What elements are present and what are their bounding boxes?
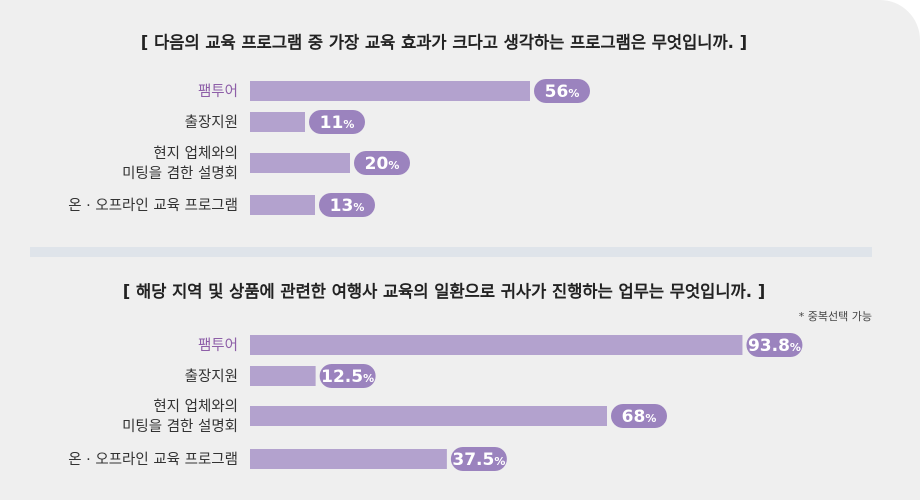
bar [250, 366, 316, 386]
data-label: 13% [330, 196, 365, 216]
chart-title: [ 다음의 교육 프로그램 중 가장 교육 효과가 크다고 생각하는 프로그램은… [141, 33, 747, 52]
category-label: 팸투어 [198, 337, 238, 354]
bar [250, 153, 350, 173]
category-label: 온 · 오프라인 교육 프로그램 [68, 197, 238, 214]
bar [250, 335, 743, 355]
category-label: 현지 업체와의 미팅을 겸한 설명회 [122, 398, 238, 435]
bar [250, 406, 607, 426]
data-label: 56% [545, 82, 580, 102]
bar [250, 195, 315, 215]
category-label: 팸투어 [198, 83, 238, 100]
section-divider [30, 247, 872, 257]
data-label: 68% [622, 407, 657, 427]
category-label: 현지 업체와의 미팅을 겸한 설명회 [122, 145, 238, 182]
category-label: 온 · 오프라인 교육 프로그램 [68, 451, 238, 468]
value-pill [746, 333, 803, 357]
value-pill [450, 447, 507, 471]
value-pill [319, 364, 376, 388]
multi-select-note: * 중복선택 가능 [799, 310, 872, 323]
value-pill [309, 110, 365, 134]
category-label: 출장지원 [185, 114, 238, 131]
value-pill [319, 193, 375, 217]
data-label: 12.5% [321, 367, 374, 387]
category-label: 출장지원 [185, 368, 238, 385]
data-label: 20% [365, 154, 400, 174]
bar [250, 449, 447, 469]
data-label: 93.8% [748, 336, 801, 356]
value-pill [354, 151, 410, 175]
chart-title: [ 해당 지역 및 상품에 관련한 여행사 교육의 일환으로 귀사가 진행하는 … [123, 281, 766, 301]
bar [250, 112, 305, 132]
value-pill [534, 79, 590, 103]
value-pill [611, 404, 667, 428]
data-label: 37.5% [452, 450, 505, 470]
bar [250, 81, 530, 101]
data-label: 11% [320, 113, 355, 133]
